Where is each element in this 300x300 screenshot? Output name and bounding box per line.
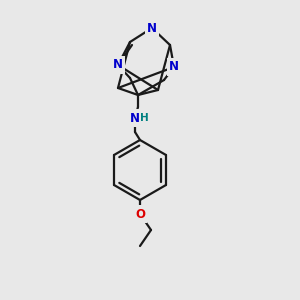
Text: O: O bbox=[135, 208, 145, 220]
Text: N: N bbox=[169, 61, 179, 74]
Text: H: H bbox=[140, 113, 148, 123]
Text: N: N bbox=[147, 22, 157, 34]
Text: N: N bbox=[113, 58, 123, 71]
Text: N: N bbox=[130, 112, 140, 124]
